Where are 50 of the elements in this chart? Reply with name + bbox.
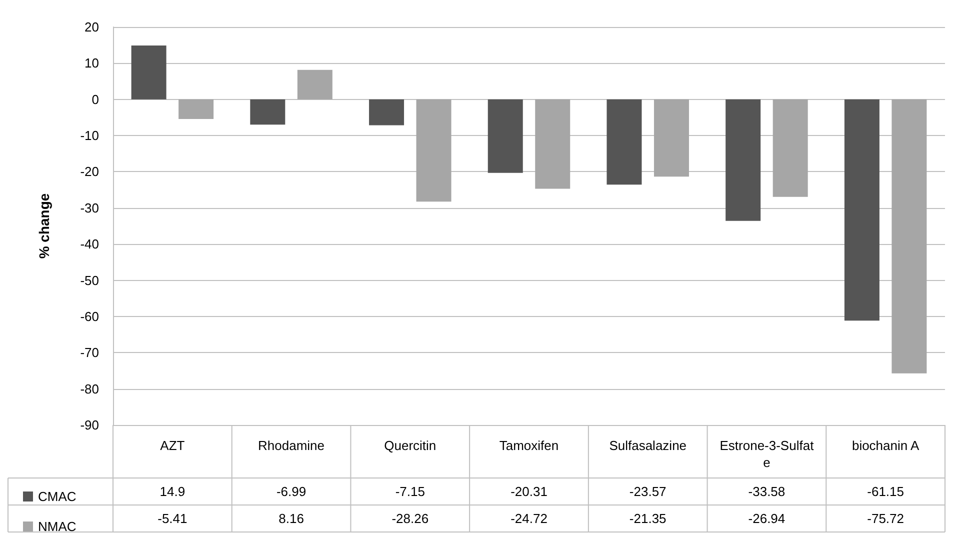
data-label: -6.99 [276,484,306,499]
data-label: -75.72 [867,511,904,526]
bar [178,99,214,119]
x-tick-label: Rhodamine [258,438,325,453]
y-tick-label: 20 [84,20,99,34]
data-label: -24.72 [510,511,548,526]
legend-label: NMAC [38,519,76,534]
bar [297,70,332,100]
x-tick-label: AZT [160,438,185,453]
bar [844,99,880,321]
y-tick-label: -80 [80,381,99,396]
bar [488,99,523,173]
y-tick-label: -30 [80,200,99,216]
x-tick-label: Quercitin [384,438,436,453]
bar [416,99,452,202]
bar [131,45,166,100]
legend-label: CMAC [38,489,76,504]
bar [250,99,286,125]
data-label: 8.16 [278,511,304,526]
y-tick-label: 10 [84,56,99,71]
bar [369,99,404,126]
bar [535,99,570,189]
y-tick-label: -40 [80,236,99,252]
data-label: -21.35 [629,511,666,526]
y-tick-label: 0 [92,92,99,107]
data-label: -33.58 [748,484,786,499]
x-tick-label: Tamoxifen [499,438,559,453]
bar [654,99,689,177]
data-label: -7.15 [395,484,425,499]
y-tick-label: -70 [80,345,99,360]
data-label: -28.26 [392,511,429,526]
data-label: -61.15 [867,484,904,499]
y-tick-label: -10 [80,128,99,144]
x-tick-label: Sulfasalazine [609,438,687,453]
bar [606,99,642,185]
data-label: -26.94 [748,511,786,526]
data-label: -5.41 [158,511,188,526]
y-tick-label: -50 [80,272,99,288]
bar [726,99,761,221]
y-tick-label: -90 [80,418,99,432]
y-tick-label: -20 [80,164,99,180]
bar [892,99,927,374]
data-label: -20.31 [510,484,548,499]
x-tick-label: Estrone-3-Sulfate [720,438,814,470]
x-tick-label: biochanin A [852,438,920,453]
data-label: -23.57 [629,484,666,499]
y-tick-label: -60 [80,308,99,324]
y-axis-title: % change [36,193,52,259]
bar [772,99,808,197]
data-label: 14.9 [160,484,186,499]
